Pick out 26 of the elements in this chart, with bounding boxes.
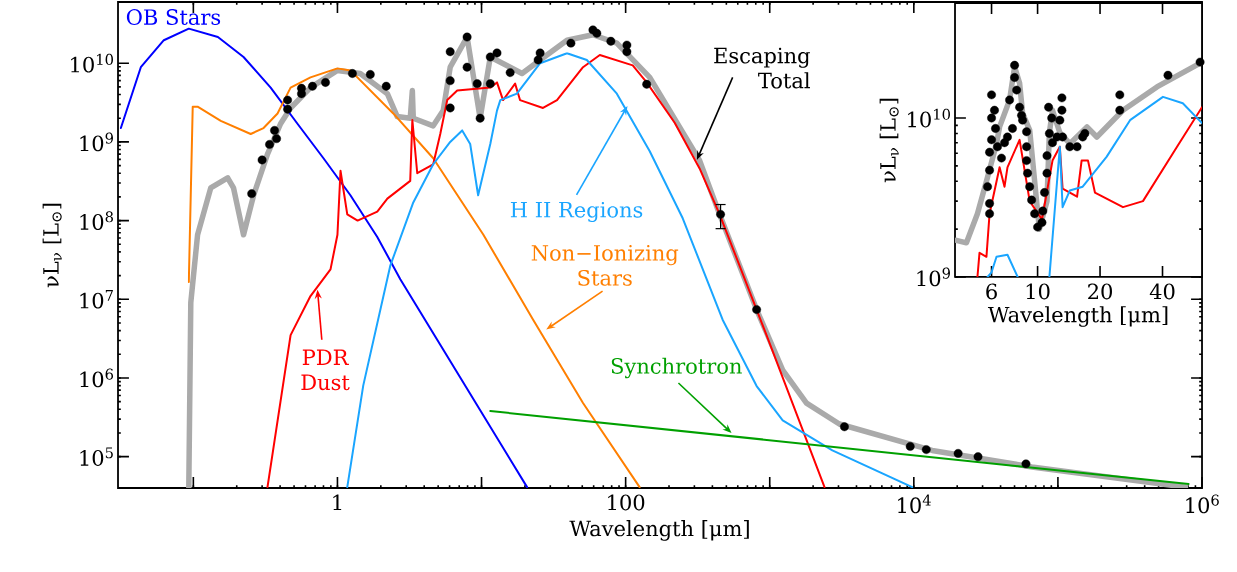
y-tick-label: 10$^{10}$ xyxy=(71,53,113,73)
legend-label: PDR Dust xyxy=(301,349,350,391)
y-tick-label: 10$^{5}$ xyxy=(80,447,113,466)
y-tick-label: 10$^{10}$ xyxy=(908,108,950,128)
y-tick-label: 10$^{6}$ xyxy=(80,368,114,388)
x-tick-label: 100 xyxy=(608,494,645,511)
x-tick-label: 40 xyxy=(1149,283,1175,300)
x-tick-label: 10 xyxy=(1026,283,1050,300)
series-label: OB Stars xyxy=(126,9,221,25)
y-tick-label: 10$^{7}$ xyxy=(80,290,113,309)
x-tick-label: 1 xyxy=(333,494,342,511)
x-tick-label: 10$^{6}$ xyxy=(1186,494,1219,514)
x-axis-title: Wavelength [μm] xyxy=(569,520,749,541)
x-tick-label: 10$^{4}$ xyxy=(898,494,931,514)
x-tick-label: 20 xyxy=(1088,283,1112,300)
x-axis-title: Wavelength [μm] xyxy=(987,306,1168,327)
series-label: H II Regions xyxy=(510,201,643,222)
x-tick-label: 6 xyxy=(986,283,997,300)
y-tick-label: 10$^{8}$ xyxy=(80,211,113,230)
y-tick-label: 10$^{9}$ xyxy=(80,132,113,152)
y-axis-title: νL$_{ν}$ [L$_{⊙}$] xyxy=(879,98,899,183)
y-tick-label: 10$^{9}$ xyxy=(917,267,950,287)
y-axis-title: νL$_{ν}$ [L$_{⊙}$] xyxy=(42,203,62,288)
series-label: Non−Ionizing Stars xyxy=(531,245,679,286)
text: Synchrotron xyxy=(611,357,742,379)
text: Escaping Total xyxy=(714,47,810,89)
